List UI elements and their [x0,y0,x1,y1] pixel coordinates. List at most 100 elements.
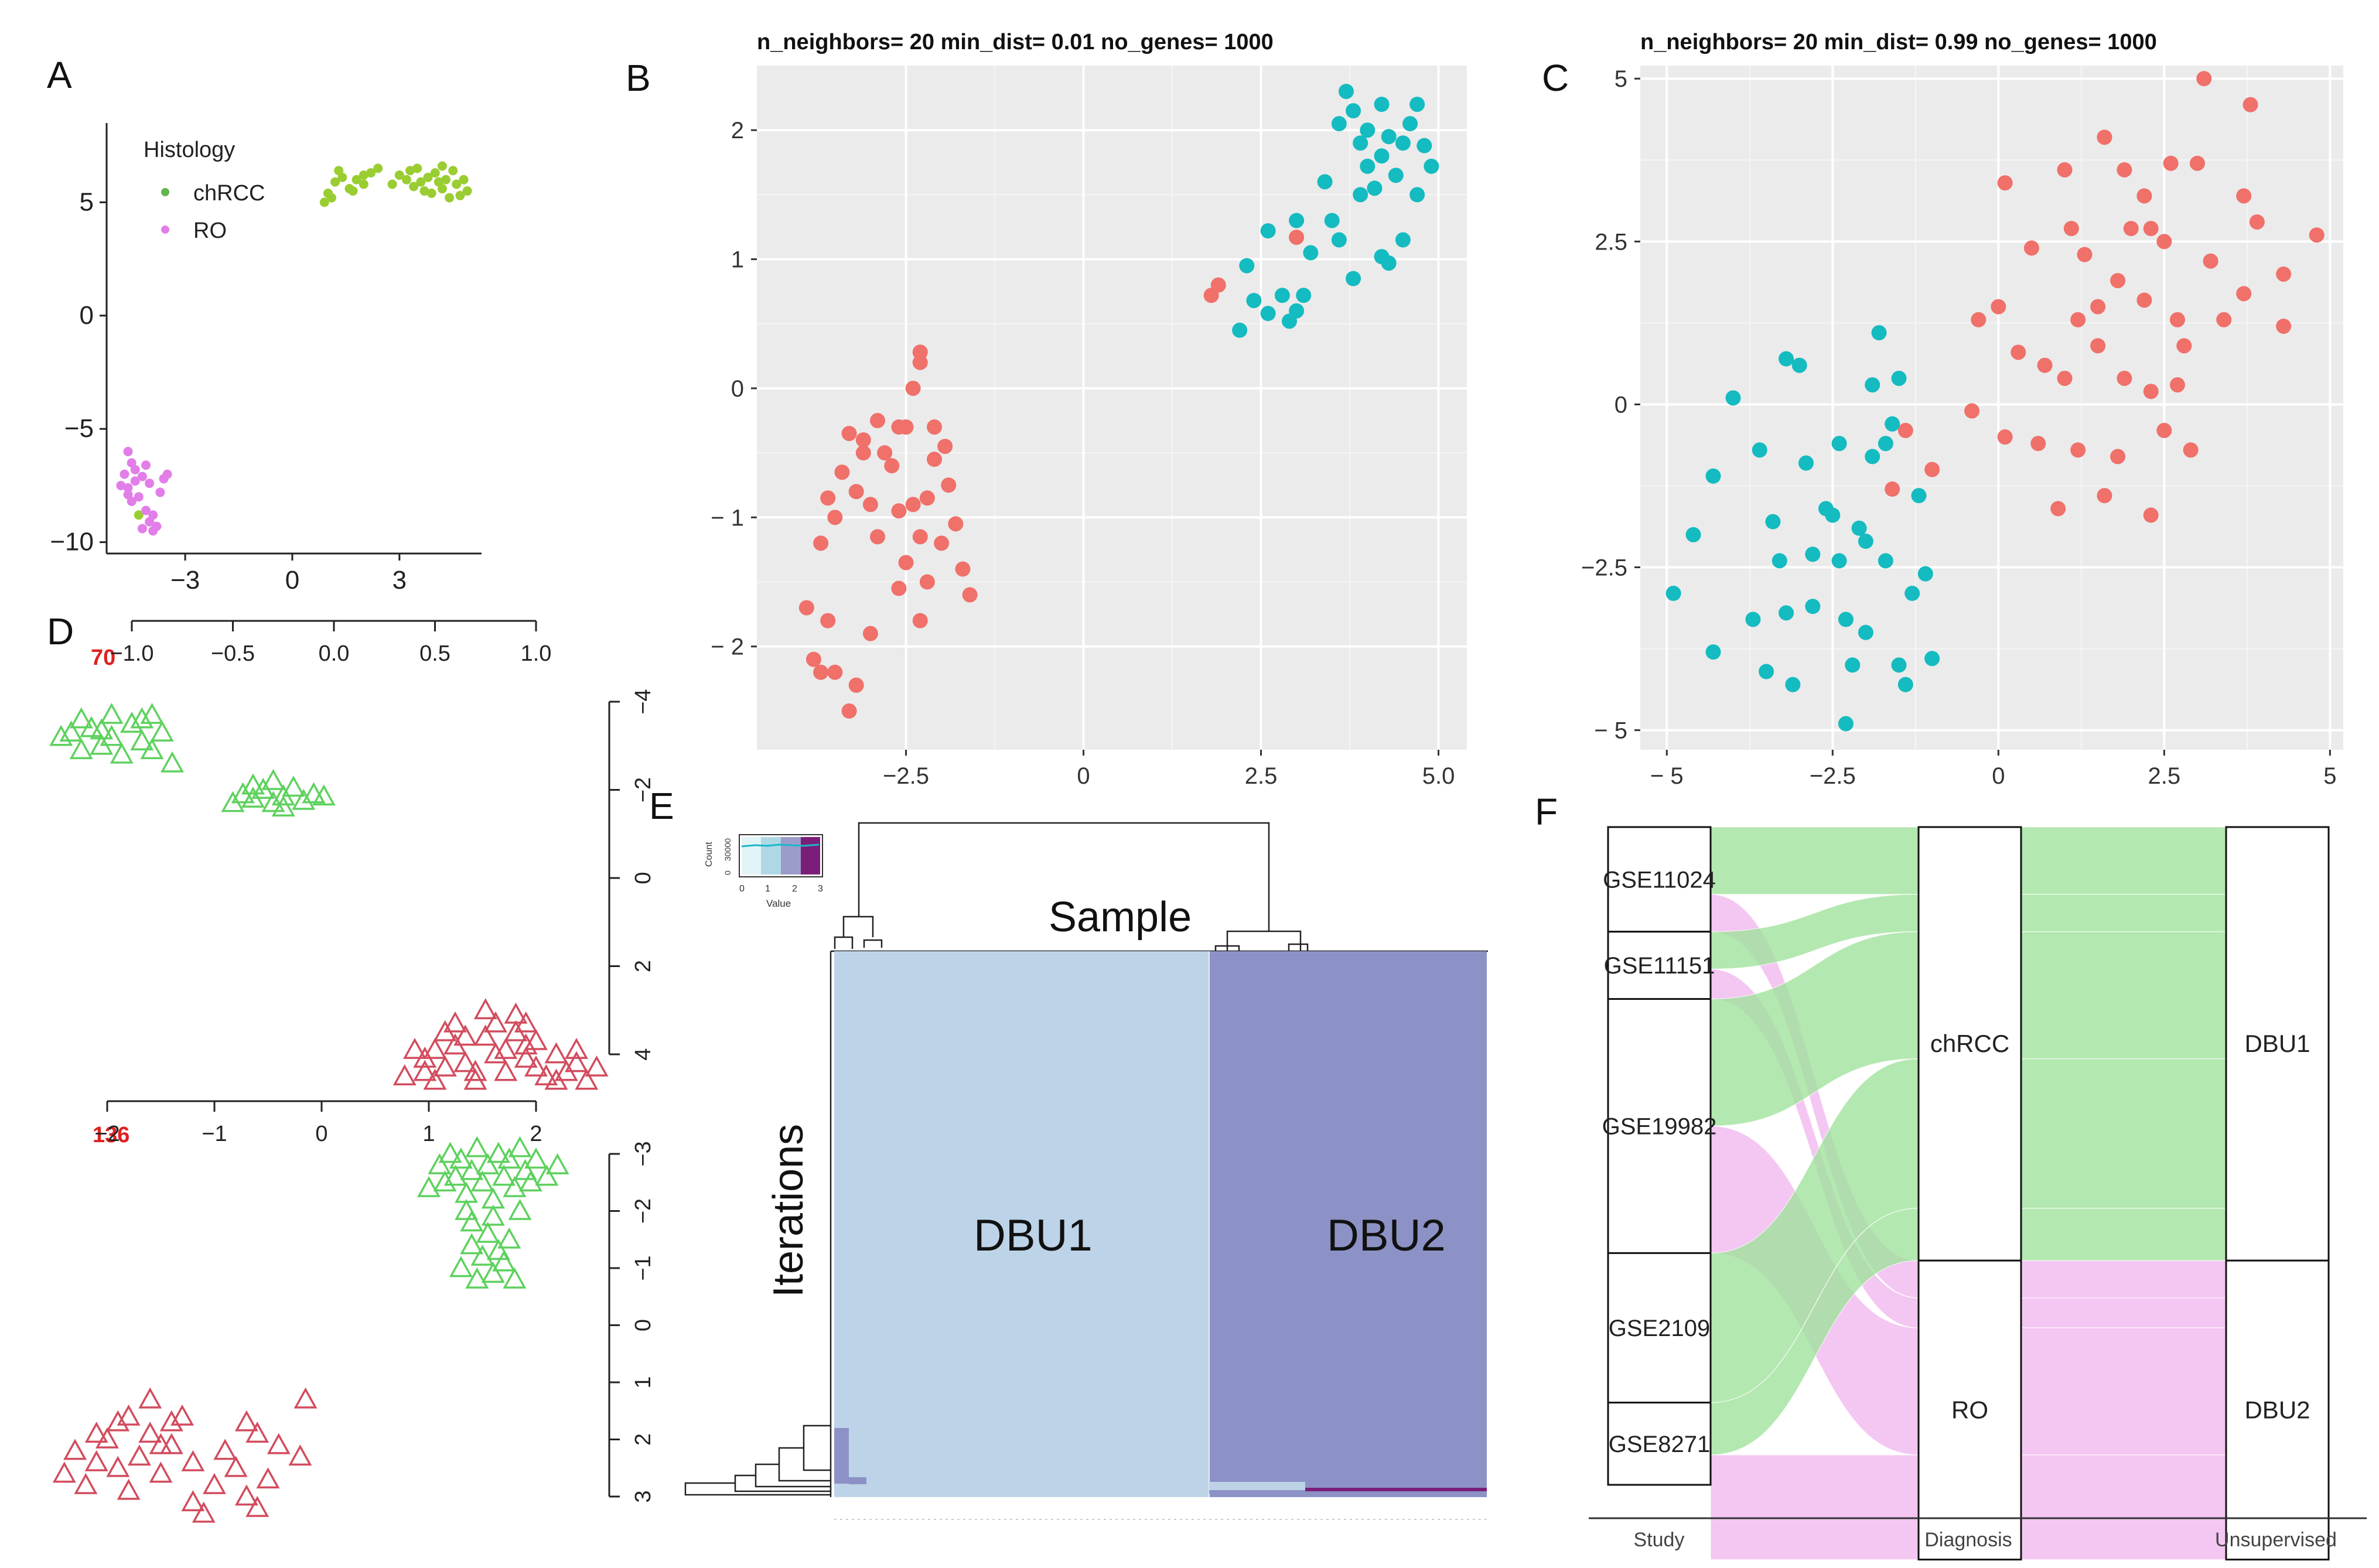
a-point-ro [145,479,155,488]
a-point-chrcc [426,188,436,198]
a-point-chrcc [409,182,419,192]
a-point-ro [116,480,126,490]
d-bottom-point-cluster2 [433,1170,457,1192]
b-point-salmon [870,413,886,429]
d-bottom-point-cluster2 [497,1147,521,1169]
a-point-chrcc [462,186,472,196]
c-point-teal [1845,657,1861,673]
a-point-ro [137,524,147,534]
d-top-point-cluster1 [484,1042,507,1064]
d-top-point-cluster1 [392,1064,417,1085]
b-xtick-label: 2.5 [1245,763,1278,789]
subplot-label-136: 136 [93,1123,129,1147]
c-xtick-label: 2.5 [2148,763,2181,789]
panel-label-f: F [1535,791,1558,833]
panel-b-title: n_neighbors= 20 min_dist= 0.01 no_genes=… [757,30,1274,54]
heatmap-block-dbu1 [834,951,1209,1497]
b-point-teal [1417,138,1432,153]
d-bottom-point-cluster1 [181,1490,205,1512]
c-point-salmon [2011,344,2026,360]
a-point-ro [123,483,133,493]
d-bottom-point-cluster2 [481,1204,505,1226]
d-top-point-cluster1 [585,1055,609,1077]
c-point-salmon [1964,403,1980,419]
b-point-teal [1346,271,1361,286]
panel-label-c: C [1542,57,1569,99]
b-xtick-label: −2.5 [883,763,929,789]
c-point-salmon [2236,188,2252,204]
b-point-teal [1353,187,1368,203]
a-xtick-label: 0 [285,566,299,595]
d-bottom-point-cluster2 [465,1267,489,1289]
b-point-teal [1246,293,1262,309]
b-point-teal [1274,288,1290,303]
a-point-chrcc [423,172,433,182]
c-point-teal [1865,377,1880,393]
c-ytick-label: 2.5 [1595,229,1627,255]
d-bottom-ytick-label: 0 [631,1319,656,1331]
c-point-salmon [1897,422,1913,438]
c-point-salmon [1924,462,1940,477]
b-point-salmon [891,419,907,435]
c-point-salmon [2276,266,2292,282]
a-point-chrcc [405,166,415,176]
d-top-point-cluster1 [484,1011,507,1033]
d-top-point-cluster1 [433,1055,457,1077]
d-top-point-cluster2 [120,712,144,733]
c-point-salmon [2309,227,2325,243]
c-point-salmon [2117,162,2132,177]
c-point-salmon [2203,253,2218,269]
d-top-point-cluster2 [69,738,93,760]
d-bottom-point-cluster1 [138,1387,162,1409]
d-bottom-ytick-label: −3 [631,1141,656,1166]
d-top-point-cluster1 [514,1011,538,1033]
c-point-teal [1838,716,1854,732]
d-top-point-cluster2 [69,707,93,729]
c-point-salmon [2090,299,2106,315]
b-xtick-label: 5.0 [1422,763,1455,789]
d-top-ytick-label: 4 [631,1048,656,1060]
c-point-salmon [2063,221,2079,237]
c-ytick-label: 5 [1615,66,1627,92]
a-point-ro [123,490,133,500]
d-top-point-cluster2 [90,718,114,740]
unsupervised-label: DBU2 [2244,1396,2310,1423]
b-point-salmon [862,626,878,641]
d-top-ytick-label: −2 [631,777,656,802]
d-bottom-point-cluster2 [460,1159,484,1180]
d-top-point-cluster1 [565,1037,588,1059]
d-bottom-point-cluster1 [117,1404,141,1426]
b-point-teal [1374,148,1390,164]
a-point-chrcc [319,197,329,207]
a-point-chrcc [459,175,469,185]
b-point-salmon [941,477,957,493]
study-box [1607,998,1712,1254]
b-point-salmon [855,445,871,461]
d-bottom-point-cluster2 [476,1221,500,1243]
a-ytick-label: −5 [64,414,94,443]
flow-diagnosis-unsupervised [2020,1454,2227,1560]
d-top-point-cluster1 [453,1024,477,1046]
c-xtick-label: −2.5 [1810,763,1856,789]
d-bottom-point-cluster1 [234,1484,258,1506]
b-point-teal [1239,258,1255,274]
legend-label-chrcc: chRCC [193,181,265,206]
c-point-salmon [2163,155,2179,171]
a-point-chrcc [351,175,361,185]
d-top-point-cluster1 [494,1060,518,1081]
c-point-salmon [1971,312,1987,327]
d-top-point-cluster1 [473,998,497,1020]
panel-c: n_neighbors= 20 min_dist= 0.99 no_genes=… [1581,30,2343,789]
b-point-salmon [955,561,971,577]
a-point-chrcc [402,175,411,185]
d-bottom-point-cluster1 [234,1410,258,1432]
b-point-teal [1324,213,1340,228]
b-point-teal [1338,84,1354,100]
b-point-salmon [934,535,950,551]
d-bottom-point-cluster2 [503,1176,527,1197]
c-point-salmon [2136,188,2152,204]
a-point-ro [123,446,133,456]
d-bottom-point-cluster1 [149,1461,173,1483]
b-point-teal [1346,103,1361,119]
d-bottom-point-cluster1 [159,1433,183,1454]
